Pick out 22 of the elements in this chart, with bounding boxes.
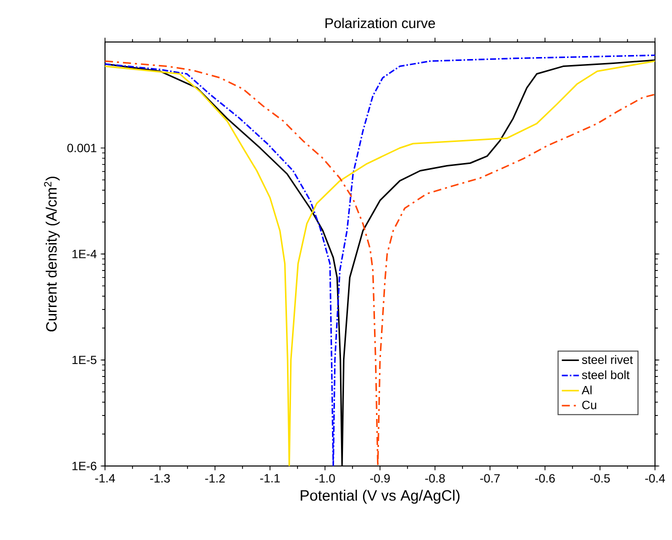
legend-label: steel bolt (582, 370, 630, 380)
x-tick-label: -0.9 (370, 474, 390, 483)
legend-label: Al (582, 386, 592, 394)
x-tick-label: -1.4 (95, 474, 115, 482)
x-tick-label: -0.7 (480, 474, 500, 483)
x-tick-label: -0.5 (590, 474, 610, 483)
x-tick-label: -0.4 (645, 474, 665, 483)
y-tick-label: 0.001 (67, 144, 96, 152)
legend-label: steel rivet (582, 355, 633, 364)
y-tick-label: 1E-5 (72, 356, 96, 364)
x-tick-label: -1.3 (150, 474, 170, 483)
chart-title: Polarization curve (326, 18, 435, 28)
y-tick-label: 1E-6 (72, 462, 96, 470)
x-tick-label: -1.0 (315, 474, 335, 483)
y-tick-label: 1E-4 (72, 250, 97, 258)
legend-label: Cu (582, 400, 596, 410)
x-tick-label: -1.2 (205, 474, 225, 482)
x-tick-label: -0.6 (535, 474, 555, 483)
x-tick-label: -1.1 (260, 474, 280, 482)
x-axis-title: Potential (V vs Ag/AgCl) (300, 490, 460, 504)
y-axis-title: Current density (A/cm$^{2}$) (44, 176, 60, 332)
x-tick-label: -0.8 (425, 474, 445, 483)
